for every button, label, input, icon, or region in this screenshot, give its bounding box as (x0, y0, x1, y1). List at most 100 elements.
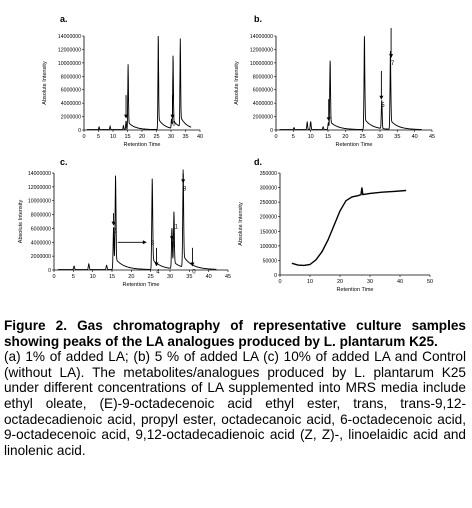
x-tick-label: 30 (377, 134, 383, 140)
curve-point (361, 187, 363, 188)
peak-point (127, 71, 129, 73)
x-tick-label: 15 (109, 274, 115, 280)
y-tick-label: 200000 (260, 215, 277, 221)
x-tick-label: 25 (153, 134, 159, 140)
peak-label: 1 (175, 224, 179, 230)
y-axis-label: Absolute Intensity (42, 61, 48, 105)
peak-label: 0 (192, 270, 196, 276)
peak-label: 3 (151, 240, 155, 246)
curve-point (297, 264, 299, 266)
curve-point (327, 239, 329, 241)
peak-point (328, 122, 329, 124)
y-tick-label: 10000000 (28, 199, 51, 205)
x-tick-label: 5 (292, 134, 295, 140)
y-tick-label: 10000000 (250, 61, 273, 67)
y-tick-label: 250000 (260, 200, 277, 206)
y-tick-label: 6000000 (61, 88, 81, 94)
annotation-arrowhead (169, 236, 174, 241)
curve-point (291, 263, 293, 264)
y-tick-label: 100000 (260, 244, 277, 250)
curve-point (393, 191, 395, 192)
peak-point (364, 47, 365, 48)
annotation-arrowhead (326, 117, 331, 122)
curve-point (315, 259, 317, 261)
peak-point (98, 127, 100, 128)
y-tick-label: 8000000 (253, 74, 273, 80)
y-tick-label: 0 (270, 128, 273, 134)
chart-panel-1: a. 0 2000000 4000000 6000000 8000000 10000000 1… (42, 14, 203, 148)
y-tick-label: 8000000 (61, 74, 81, 80)
y-axis-label: Absolute Intensity (238, 202, 244, 246)
x-tick-label: 10 (308, 134, 314, 140)
x-tick-label: 0 (82, 134, 85, 140)
chromatogram-panels: a.02000000400000060000008000000100000001… (18, 14, 435, 293)
x-tick-label: 35 (394, 134, 400, 140)
curve-point (357, 195, 359, 197)
peak-point (157, 45, 159, 47)
caption-title: Figure 2. Gas chromatography of represen… (4, 318, 466, 349)
x-tick-label: 25 (148, 274, 154, 280)
x-axis-label: Retention Time (124, 142, 161, 148)
x-tick-label: 10 (110, 134, 116, 140)
y-tick-label: 350000 (260, 171, 277, 177)
y-tick-label: 14000000 (58, 34, 81, 40)
peak-point (173, 219, 175, 220)
peak-point (125, 120, 127, 122)
chart-panel-4: d. 0 50000 100000 150000 200000 250000 300000 35… (238, 157, 433, 293)
x-tick-label: 30 (168, 134, 174, 140)
y-tick-label: 0 (274, 273, 277, 279)
chart-panel-3: c. 0 2000000 4000000 6000000 8000000 10000000 1… (18, 157, 231, 288)
peak-point (390, 60, 391, 62)
y-tick-label: 12000000 (250, 47, 273, 53)
x-tick-label: 10 (90, 274, 96, 280)
peak-label: 6 (172, 122, 176, 128)
y-tick-label: 14000000 (250, 34, 273, 40)
curve-point (321, 251, 323, 252)
curve-point (369, 193, 371, 194)
x-tick-label: 25 (360, 134, 366, 140)
peak-point (322, 127, 324, 128)
x-tick-label: 0 (278, 279, 281, 285)
x-tick-label: 0 (274, 134, 277, 140)
peak-point (88, 264, 90, 265)
chromatogram-trace (57, 172, 217, 271)
x-tick-label: 0 (52, 274, 55, 280)
y-tick-label: 6000000 (253, 88, 273, 94)
y-tick-label: 4000000 (61, 101, 81, 107)
peak-point (113, 227, 114, 229)
peak-label: 5 (381, 103, 385, 109)
curve-point (339, 210, 341, 212)
x-tick-label: 45 (429, 134, 435, 140)
y-tick-label: 8000000 (31, 213, 51, 219)
x-tick-label: 40 (397, 279, 403, 285)
panel-label: b. (254, 14, 262, 24)
y-tick-label: 2000000 (31, 254, 51, 260)
x-tick-label: 40 (206, 274, 212, 280)
peak-point (329, 68, 331, 70)
annotation-arrowhead (389, 54, 394, 59)
x-tick-label: 20 (139, 134, 145, 140)
panel-label: c. (60, 157, 68, 167)
annotation-arrowhead (154, 262, 159, 267)
peak-point (179, 51, 181, 53)
x-tick-label: 30 (367, 279, 373, 285)
x-tick-label: 20 (342, 134, 348, 140)
y-tick-label: 4000000 (31, 240, 51, 246)
curve-point (362, 194, 364, 195)
y-tick-label: 2000000 (253, 115, 273, 121)
x-tick-label: 35 (182, 134, 188, 140)
y-tick-label: 12000000 (28, 185, 51, 191)
peak-point (106, 265, 107, 267)
y-tick-label: 12000000 (58, 47, 81, 53)
peak-point (172, 65, 174, 66)
peak-label: 5 (172, 243, 176, 249)
peak-point (310, 121, 311, 123)
peak-label: 4 (156, 270, 160, 276)
peak-label: 8 (183, 186, 187, 192)
x-tick-label: 15 (325, 134, 331, 140)
y-tick-label: 0 (78, 128, 81, 134)
x-tick-label: 15 (124, 134, 130, 140)
chart-panel-2: b. 0 2000000 4000000 6000000 8000000 10000000 1… (234, 14, 435, 148)
annotation-arrowhead (170, 114, 175, 119)
y-tick-label: 6000000 (31, 226, 51, 232)
